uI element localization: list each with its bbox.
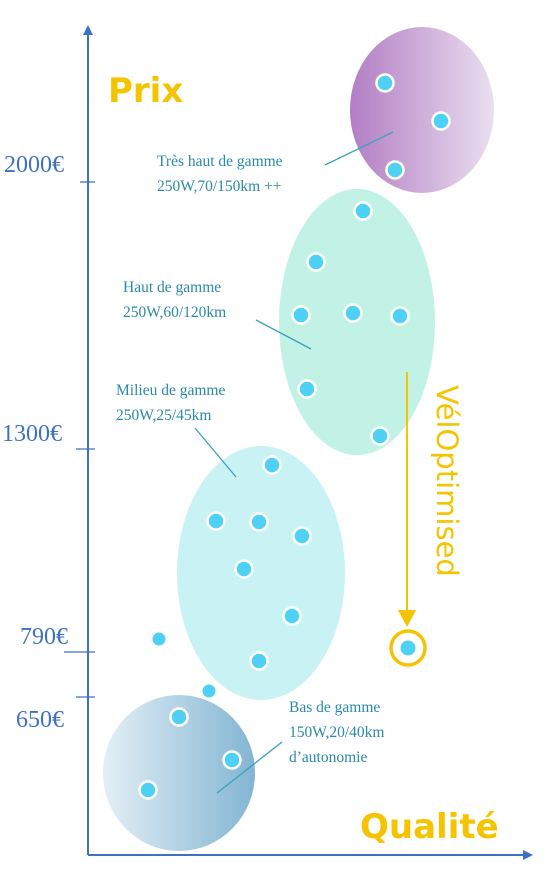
y-tick-label-650: 650€	[16, 707, 64, 733]
segment-label-bas-line3: d’autonomie	[289, 749, 367, 766]
highlight-ring	[389, 629, 427, 667]
segment-label-milieu: Milieu de gamme 250W,25/45km	[116, 382, 225, 424]
segment-label-haut: Haut de gamme 250W,60/120km	[123, 279, 226, 321]
segment-label-bas-line1: Bas de gamme	[289, 699, 380, 716]
y-tick-label-790: 790€	[20, 624, 68, 650]
highlight-label: VélOptimised	[430, 385, 464, 577]
highlight-arrow-head	[398, 610, 416, 627]
segment-label-haut-line2: 250W,60/120km	[123, 304, 226, 321]
segment-label-tres-haut-line2: 250W,70/150km ++	[157, 178, 282, 195]
product-points	[138, 73, 451, 800]
product-point	[138, 780, 158, 800]
product-point	[262, 455, 282, 475]
leader-line-milieu	[194, 427, 237, 478]
segment-label-bas-line2: 150W,20/40km	[289, 724, 384, 741]
product-point	[343, 303, 363, 323]
product-point	[249, 651, 269, 671]
product-point	[201, 683, 217, 699]
segment-ellipse-bas	[103, 695, 255, 851]
leader-line-bas	[216, 741, 283, 794]
segment-label-tres-haut: Très haut de gamme 250W,70/150km ++	[157, 153, 283, 195]
y-tick-label-1300: 1300€	[2, 421, 62, 447]
product-point	[390, 306, 410, 326]
product-point	[431, 111, 451, 131]
product-point	[249, 512, 269, 532]
leader-line-haut	[255, 319, 312, 350]
product-point	[222, 750, 242, 770]
product-point	[291, 305, 311, 325]
y-tick-label-2000: 2000€	[4, 152, 64, 178]
product-point	[292, 526, 312, 546]
product-point	[370, 426, 390, 446]
y-axis-title: Prix	[108, 71, 183, 111]
y-tick-lines	[64, 181, 95, 698]
segment-label-haut-line1: Haut de gamme	[123, 279, 221, 296]
product-point	[306, 252, 326, 272]
product-point	[375, 73, 395, 93]
product-point	[353, 201, 373, 221]
product-point	[206, 511, 226, 531]
segment-label-milieu-line1: Milieu de gamme	[116, 382, 225, 399]
segment-label-tres-haut-line1: Très haut de gamme	[157, 153, 283, 170]
segment-label-milieu-line2: 250W,25/45km	[116, 407, 211, 424]
product-point	[297, 379, 317, 399]
leader-line-tres-haut	[324, 131, 394, 166]
segment-label-bas: Bas de gamme 150W,20/40km d’autonomie	[289, 699, 384, 766]
product-point	[151, 631, 167, 647]
segment-ellipse-milieu	[177, 446, 345, 700]
product-point	[234, 559, 254, 579]
x-axis-title: Qualité	[360, 807, 499, 847]
product-point	[282, 606, 302, 626]
product-point	[385, 160, 405, 180]
highlight-point	[398, 638, 418, 658]
product-point	[169, 707, 189, 727]
segment-ellipse-tres-haut	[350, 27, 494, 193]
